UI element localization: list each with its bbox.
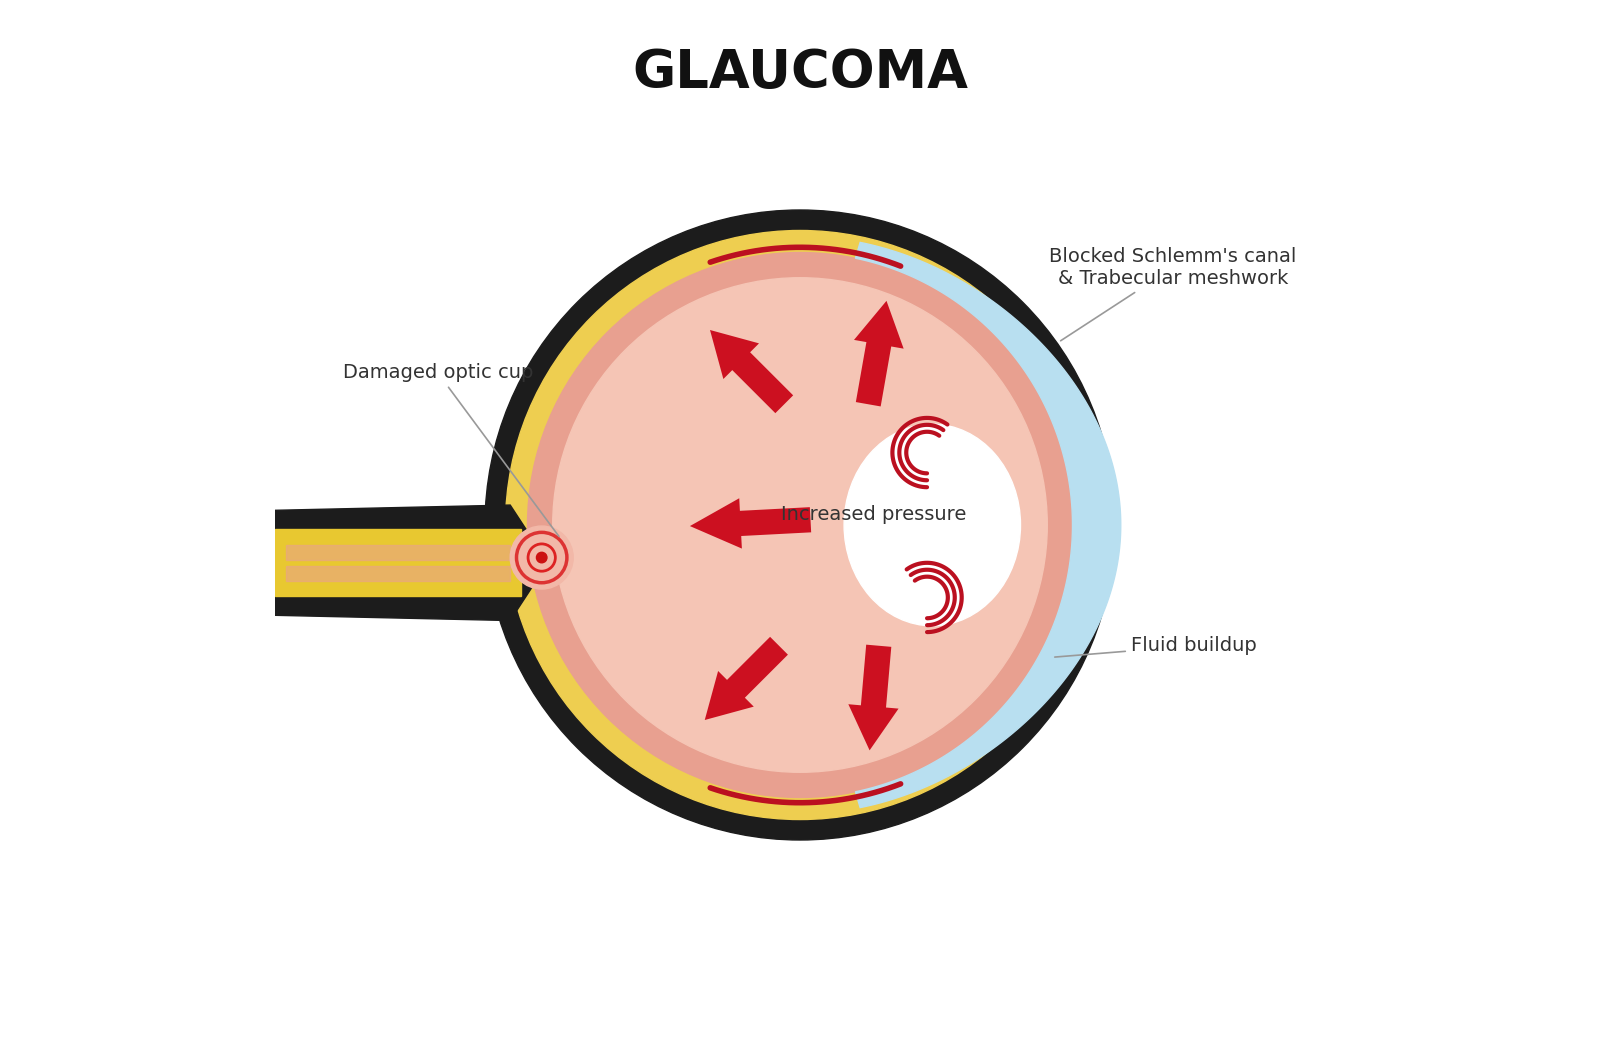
Text: Blocked Schlemm's canal
& Trabecular meshwork: Blocked Schlemm's canal & Trabecular mes… — [1050, 247, 1296, 341]
FancyArrow shape — [710, 330, 794, 413]
FancyArrow shape — [848, 645, 899, 751]
Text: Increased pressure: Increased pressure — [781, 505, 966, 524]
FancyArrow shape — [704, 637, 787, 720]
Text: Damaged optic cup: Damaged optic cup — [342, 363, 558, 537]
Circle shape — [536, 552, 547, 563]
Polygon shape — [285, 545, 510, 560]
Circle shape — [506, 230, 1094, 820]
Polygon shape — [275, 505, 547, 621]
FancyArrow shape — [690, 499, 811, 548]
Circle shape — [485, 210, 1115, 840]
Ellipse shape — [845, 424, 1021, 626]
Polygon shape — [856, 243, 1120, 807]
Polygon shape — [285, 566, 510, 581]
Circle shape — [528, 252, 1072, 798]
Circle shape — [552, 278, 1048, 773]
Text: Fluid buildup: Fluid buildup — [1054, 636, 1256, 657]
Polygon shape — [275, 529, 520, 596]
Circle shape — [510, 526, 573, 589]
FancyArrow shape — [854, 301, 904, 406]
Text: GLAUCOMA: GLAUCOMA — [632, 47, 968, 100]
